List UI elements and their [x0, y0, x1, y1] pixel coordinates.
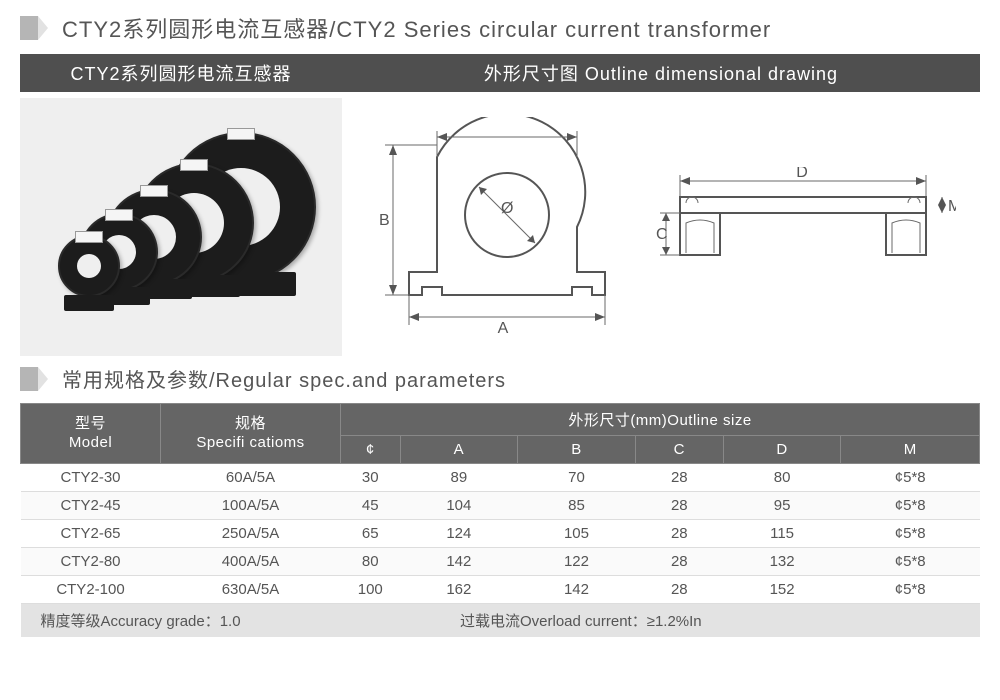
dim-c: C	[656, 226, 668, 243]
title-accent-bar	[20, 16, 38, 40]
cell-d: 95	[723, 492, 841, 520]
cell-c: 28	[635, 464, 723, 492]
th-m: M	[841, 436, 980, 464]
drawing-panel: Ø A B	[342, 98, 980, 356]
table-row: CTY2-80400A/5A8014212228132¢5*8	[21, 548, 980, 576]
cell-c: 28	[635, 492, 723, 520]
cell-phi: 65	[341, 520, 401, 548]
product-photo-panel	[20, 98, 342, 356]
cell-spec: 630A/5A	[161, 576, 341, 604]
dim-a: A	[497, 320, 508, 337]
cell-d: 152	[723, 576, 841, 604]
th-spec-en: Specifi catioms	[196, 434, 304, 451]
th-spec-cn: 规格	[235, 415, 266, 432]
cell-phi: 100	[341, 576, 401, 604]
cell-b: 85	[518, 492, 636, 520]
cell-model: CTY2-100	[21, 576, 161, 604]
cell-a: 104	[400, 492, 518, 520]
th-a: A	[400, 436, 518, 464]
cell-spec: 100A/5A	[161, 492, 341, 520]
th-model-en: Model	[69, 434, 112, 451]
cell-c: 28	[635, 520, 723, 548]
cell-model: CTY2-65	[21, 520, 161, 548]
front-view-drawing: Ø A B	[367, 117, 627, 337]
cell-m: ¢5*8	[841, 464, 980, 492]
specs-table: 型号 Model 规格 Specifi catioms 外形尺寸(mm)Outl…	[20, 403, 980, 637]
cell-phi: 45	[341, 492, 401, 520]
th-b: B	[518, 436, 636, 464]
title-accent-triangle	[38, 16, 48, 40]
cell-a: 162	[400, 576, 518, 604]
dim-d: D	[796, 167, 808, 181]
title-accent-bar	[20, 367, 38, 391]
footer-accuracy: 精度等级Accuracy grade：1.0	[21, 604, 401, 638]
cell-b: 105	[518, 520, 636, 548]
panel-header-product: CTY2系列圆形电流互感器	[20, 54, 342, 92]
cell-a: 124	[400, 520, 518, 548]
cell-phi: 80	[341, 548, 401, 576]
dim-b: B	[379, 212, 390, 229]
table-row: CTY2-45100A/5A45104852895¢5*8	[21, 492, 980, 520]
cell-c: 28	[635, 548, 723, 576]
title-accent-triangle	[38, 367, 48, 391]
specs-title-row: 常用规格及参数/Regular spec.and parameters	[20, 364, 980, 393]
cell-m: ¢5*8	[841, 520, 980, 548]
cell-m: ¢5*8	[841, 576, 980, 604]
product-photo	[46, 127, 316, 327]
main-title-row: CTY2系列圆形电流互感器/CTY2 Series circular curre…	[20, 12, 980, 44]
cell-d: 115	[723, 520, 841, 548]
cell-b: 142	[518, 576, 636, 604]
th-c: C	[635, 436, 723, 464]
cell-spec: 250A/5A	[161, 520, 341, 548]
specs-title: 常用规格及参数/Regular spec.and parameters	[62, 364, 506, 393]
cell-model: CTY2-80	[21, 548, 161, 576]
cell-model: CTY2-45	[21, 492, 161, 520]
cell-b: 122	[518, 548, 636, 576]
th-d: D	[723, 436, 841, 464]
th-model-cn: 型号	[75, 415, 106, 432]
main-title: CTY2系列圆形电流互感器/CTY2 Series circular curre…	[62, 12, 771, 44]
cell-m: ¢5*8	[841, 548, 980, 576]
table-row: CTY2-100630A/5A10016214228152¢5*8	[21, 576, 980, 604]
dim-m: M	[948, 198, 956, 215]
th-size-group: 外形尺寸(mm)Outline size	[341, 404, 980, 436]
cell-phi: 30	[341, 464, 401, 492]
panel-header-drawing: 外形尺寸图 Outline dimensional drawing	[342, 54, 980, 92]
table-row: CTY2-65250A/5A6512410528115¢5*8	[21, 520, 980, 548]
cell-spec: 60A/5A	[161, 464, 341, 492]
cell-a: 89	[400, 464, 518, 492]
footer-overload: 过载电流Overload current：≥1.2%In	[400, 604, 980, 638]
th-phi: ¢	[341, 436, 401, 464]
cell-c: 28	[635, 576, 723, 604]
cell-m: ¢5*8	[841, 492, 980, 520]
dim-phi: Ø	[501, 200, 513, 217]
cell-a: 142	[400, 548, 518, 576]
side-view-drawing: D C	[656, 167, 956, 287]
cell-d: 132	[723, 548, 841, 576]
table-row: CTY2-3060A/5A3089702880¢5*8	[21, 464, 980, 492]
cell-spec: 400A/5A	[161, 548, 341, 576]
cell-d: 80	[723, 464, 841, 492]
cell-b: 70	[518, 464, 636, 492]
cell-model: CTY2-30	[21, 464, 161, 492]
